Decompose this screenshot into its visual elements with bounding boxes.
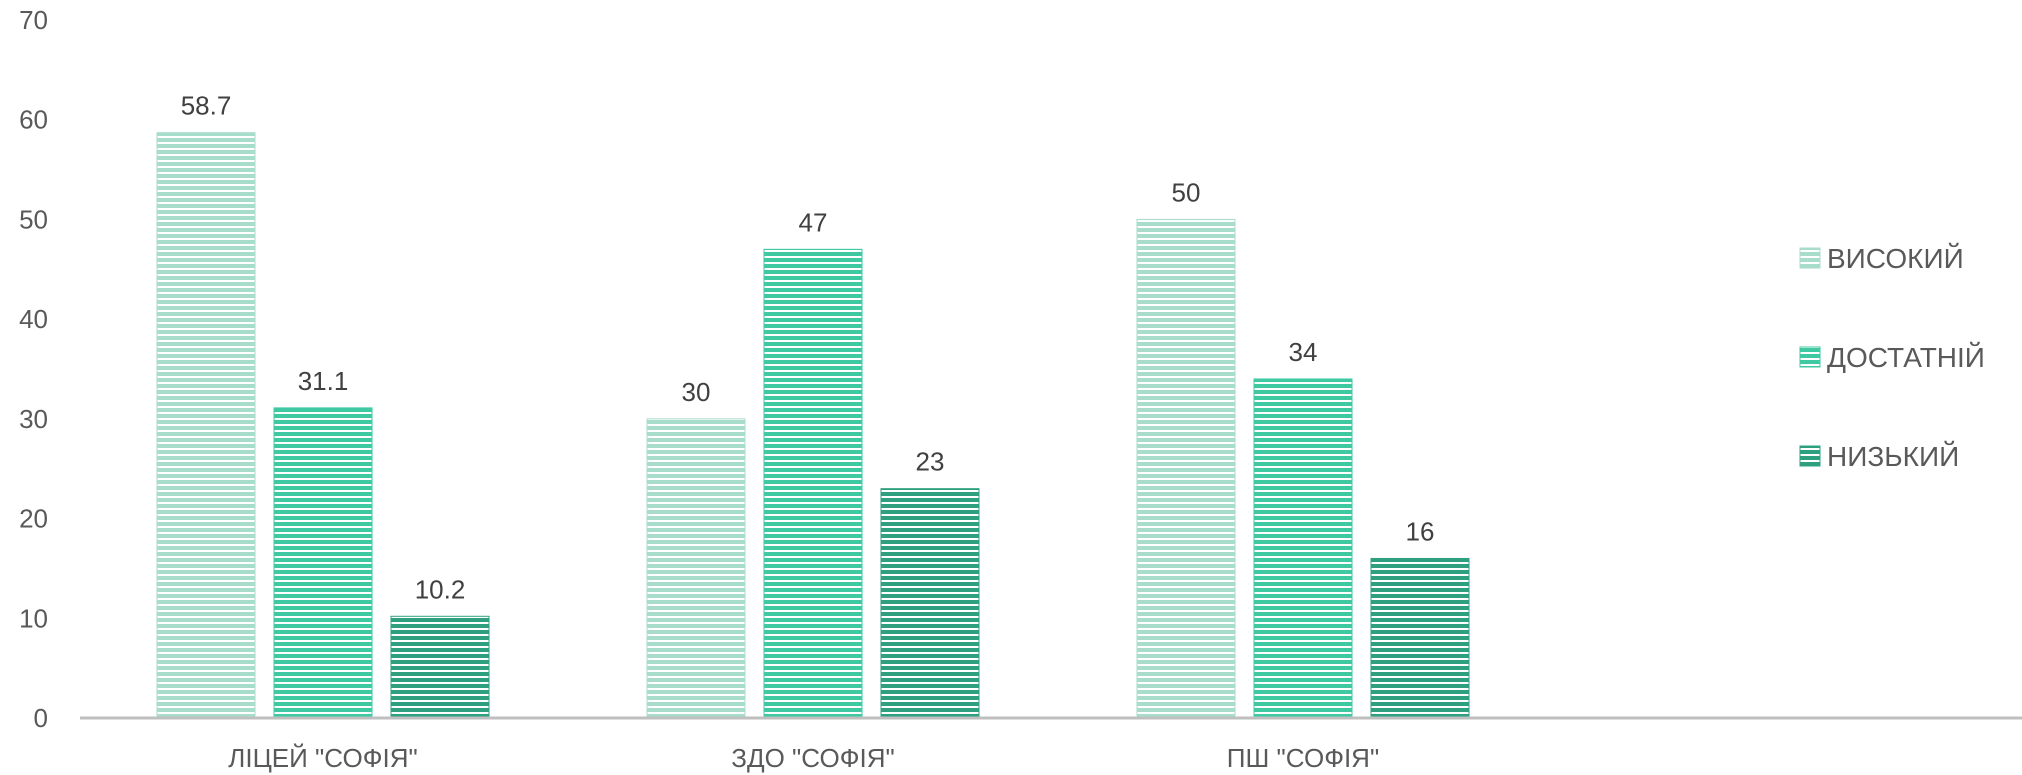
y-axis-ticks: 0 10 20 30 40 50 60 70 [19, 5, 48, 733]
bar-достатній-3 [1253, 378, 1353, 719]
x-axis-labels: ЛІЦЕЙ "СОФІЯ" ЗДО "СОФІЯ" ПШ "СОФІЯ" [228, 743, 1379, 773]
legend-swatch-низький [1799, 445, 1821, 467]
legend-swatch-достатній [1799, 346, 1821, 368]
x-category-label: ПШ "СОФІЯ" [1227, 743, 1379, 773]
data-label: 47 [799, 207, 828, 237]
legend: ВИСОКИЙ ДОСТАТНІЙ НИЗЬКИЙ [1799, 243, 1985, 472]
y-tick-label: 30 [19, 404, 48, 434]
y-tick-label: 40 [19, 304, 48, 334]
bar-високий-2 [646, 418, 746, 719]
y-tick-label: 60 [19, 105, 48, 135]
y-tick-label: 20 [19, 504, 48, 534]
legend-label: НИЗЬКИЙ [1827, 441, 1959, 472]
data-label: 34 [1289, 337, 1318, 367]
bar-високий-1 [156, 132, 256, 719]
data-label: 10.2 [415, 574, 466, 604]
bar-низький-2 [880, 488, 980, 719]
data-label: 23 [916, 447, 945, 477]
data-label: 58.7 [181, 91, 232, 121]
x-category-label: ЛІЦЕЙ "СОФІЯ" [228, 743, 417, 773]
x-category-label: ЗДО "СОФІЯ" [731, 743, 894, 773]
y-tick-label: 70 [19, 5, 48, 35]
y-tick-label: 50 [19, 204, 48, 234]
bar-достатній-1 [273, 407, 373, 719]
data-label: 30 [682, 377, 711, 407]
data-label: 50 [1172, 177, 1201, 207]
y-tick-label: 10 [19, 603, 48, 633]
bar-високий-3 [1136, 218, 1236, 719]
data-label: 16 [1406, 516, 1435, 546]
legend-label: ДОСТАТНІЙ [1827, 342, 1985, 373]
data-label: 31.1 [298, 366, 349, 396]
bar-низький-3 [1370, 557, 1470, 719]
y-tick-label: 0 [34, 703, 48, 733]
legend-swatch-високий [1799, 247, 1821, 269]
data-labels: 58.7 31.1 10.2 30 47 23 50 34 16 [181, 91, 1435, 605]
bar-достатній-2 [763, 248, 863, 719]
bar-низький-1 [390, 615, 490, 719]
bars [156, 132, 1470, 719]
legend-label: ВИСОКИЙ [1827, 243, 1964, 274]
